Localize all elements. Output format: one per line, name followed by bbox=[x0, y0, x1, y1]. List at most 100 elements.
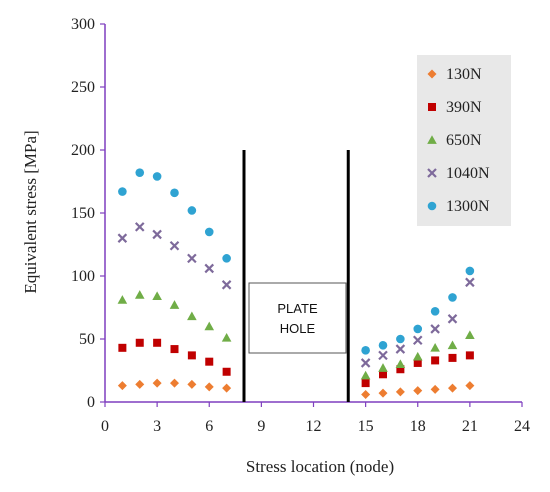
data-point bbox=[204, 227, 214, 237]
x-tick-label: 6 bbox=[205, 418, 213, 435]
data-point bbox=[430, 384, 440, 394]
data-point bbox=[448, 353, 457, 362]
data-point bbox=[413, 324, 423, 334]
data-point bbox=[169, 300, 180, 309]
data-point bbox=[378, 350, 388, 361]
data-point bbox=[431, 356, 440, 365]
series-390n bbox=[118, 338, 474, 388]
data-point bbox=[395, 387, 405, 397]
data-point bbox=[170, 188, 179, 198]
data-point bbox=[465, 277, 475, 288]
data-point bbox=[360, 358, 371, 368]
marker-stroke bbox=[204, 263, 215, 274]
marker-stroke bbox=[447, 314, 458, 324]
marker-stroke bbox=[360, 358, 371, 368]
y-tick-label: 150 bbox=[71, 205, 95, 222]
data-point bbox=[412, 351, 423, 361]
data-point bbox=[169, 240, 180, 251]
data-point bbox=[465, 351, 474, 360]
x-tick-label: 9 bbox=[257, 418, 265, 435]
data-point bbox=[170, 345, 179, 354]
marker-stroke bbox=[117, 233, 128, 243]
data-point bbox=[413, 386, 423, 396]
marker-stroke bbox=[169, 240, 180, 251]
data-point bbox=[170, 378, 179, 388]
plate-hole-label-line1: PLATE bbox=[277, 301, 318, 316]
data-points bbox=[117, 168, 475, 399]
data-point bbox=[153, 338, 162, 347]
legend-item: 130N bbox=[427, 66, 482, 83]
series-130n bbox=[117, 378, 475, 399]
data-point bbox=[222, 367, 231, 376]
x-axis-title: Stress location (node) bbox=[246, 457, 394, 476]
marker-stroke bbox=[187, 253, 197, 264]
y-tick-label: 250 bbox=[71, 79, 95, 96]
marker-stroke bbox=[134, 222, 145, 232]
data-point bbox=[204, 263, 215, 274]
data-point bbox=[448, 293, 457, 302]
data-point bbox=[395, 344, 406, 354]
data-point bbox=[396, 365, 405, 374]
data-point bbox=[187, 351, 196, 360]
data-point bbox=[135, 338, 144, 347]
legend-item: 650N bbox=[427, 132, 482, 149]
legend-item: 1040N bbox=[427, 165, 490, 182]
marker-stroke bbox=[378, 350, 388, 361]
data-point bbox=[187, 311, 197, 321]
data-point bbox=[135, 379, 145, 389]
data-point bbox=[204, 321, 215, 331]
data-point bbox=[465, 381, 475, 391]
data-point bbox=[152, 291, 162, 300]
legend-label: 1300N bbox=[446, 198, 490, 215]
data-point bbox=[448, 383, 457, 393]
data-point bbox=[378, 341, 388, 350]
data-point bbox=[187, 206, 197, 215]
data-point bbox=[118, 343, 127, 352]
data-point bbox=[152, 172, 162, 181]
data-point bbox=[117, 381, 127, 391]
data-point bbox=[465, 266, 475, 276]
data-point bbox=[117, 233, 128, 243]
x-tick-label: 0 bbox=[101, 418, 109, 435]
data-point bbox=[396, 334, 405, 344]
legend-item: 390N bbox=[428, 99, 482, 116]
data-point bbox=[221, 280, 232, 290]
data-point bbox=[360, 370, 371, 380]
marker-stroke bbox=[395, 344, 406, 354]
x-tick-label: 3 bbox=[153, 418, 161, 435]
data-point bbox=[221, 332, 232, 342]
data-point bbox=[187, 253, 197, 264]
axes: 0 50 100 150 200 250 300 0 3 6 9 12 15 18 21 24 bbox=[71, 16, 530, 435]
data-point bbox=[152, 229, 162, 240]
data-point bbox=[361, 389, 371, 399]
data-point bbox=[465, 330, 475, 340]
y-tick-label: 50 bbox=[79, 331, 95, 348]
marker-stroke bbox=[152, 229, 162, 240]
y-tick-label: 200 bbox=[71, 142, 95, 159]
y-tick-label: 300 bbox=[71, 16, 95, 33]
legend-marker bbox=[427, 201, 437, 211]
legend-label: 1040N bbox=[446, 165, 490, 182]
series-1300n bbox=[118, 168, 475, 355]
data-point bbox=[152, 378, 162, 388]
x-tick-label: 18 bbox=[410, 418, 426, 435]
legend-label: 650N bbox=[446, 132, 482, 149]
plate-hole-label-line2: HOLE bbox=[280, 321, 316, 336]
marker-stroke bbox=[430, 324, 440, 334]
data-point bbox=[430, 324, 440, 334]
legend-marker bbox=[427, 69, 437, 79]
marker-stroke bbox=[465, 277, 475, 288]
data-point bbox=[205, 357, 214, 366]
x-tick-label: 21 bbox=[462, 418, 478, 435]
legend-marker bbox=[428, 103, 436, 111]
data-point bbox=[378, 388, 388, 398]
data-point bbox=[204, 382, 214, 392]
data-point bbox=[135, 168, 145, 177]
x-tick-label: 15 bbox=[358, 418, 374, 435]
marker-stroke bbox=[427, 168, 437, 178]
data-point bbox=[430, 306, 440, 316]
data-point bbox=[413, 358, 422, 367]
data-point bbox=[187, 379, 197, 389]
legend: 130N 390N 650N 1040N 1300N bbox=[417, 55, 511, 226]
